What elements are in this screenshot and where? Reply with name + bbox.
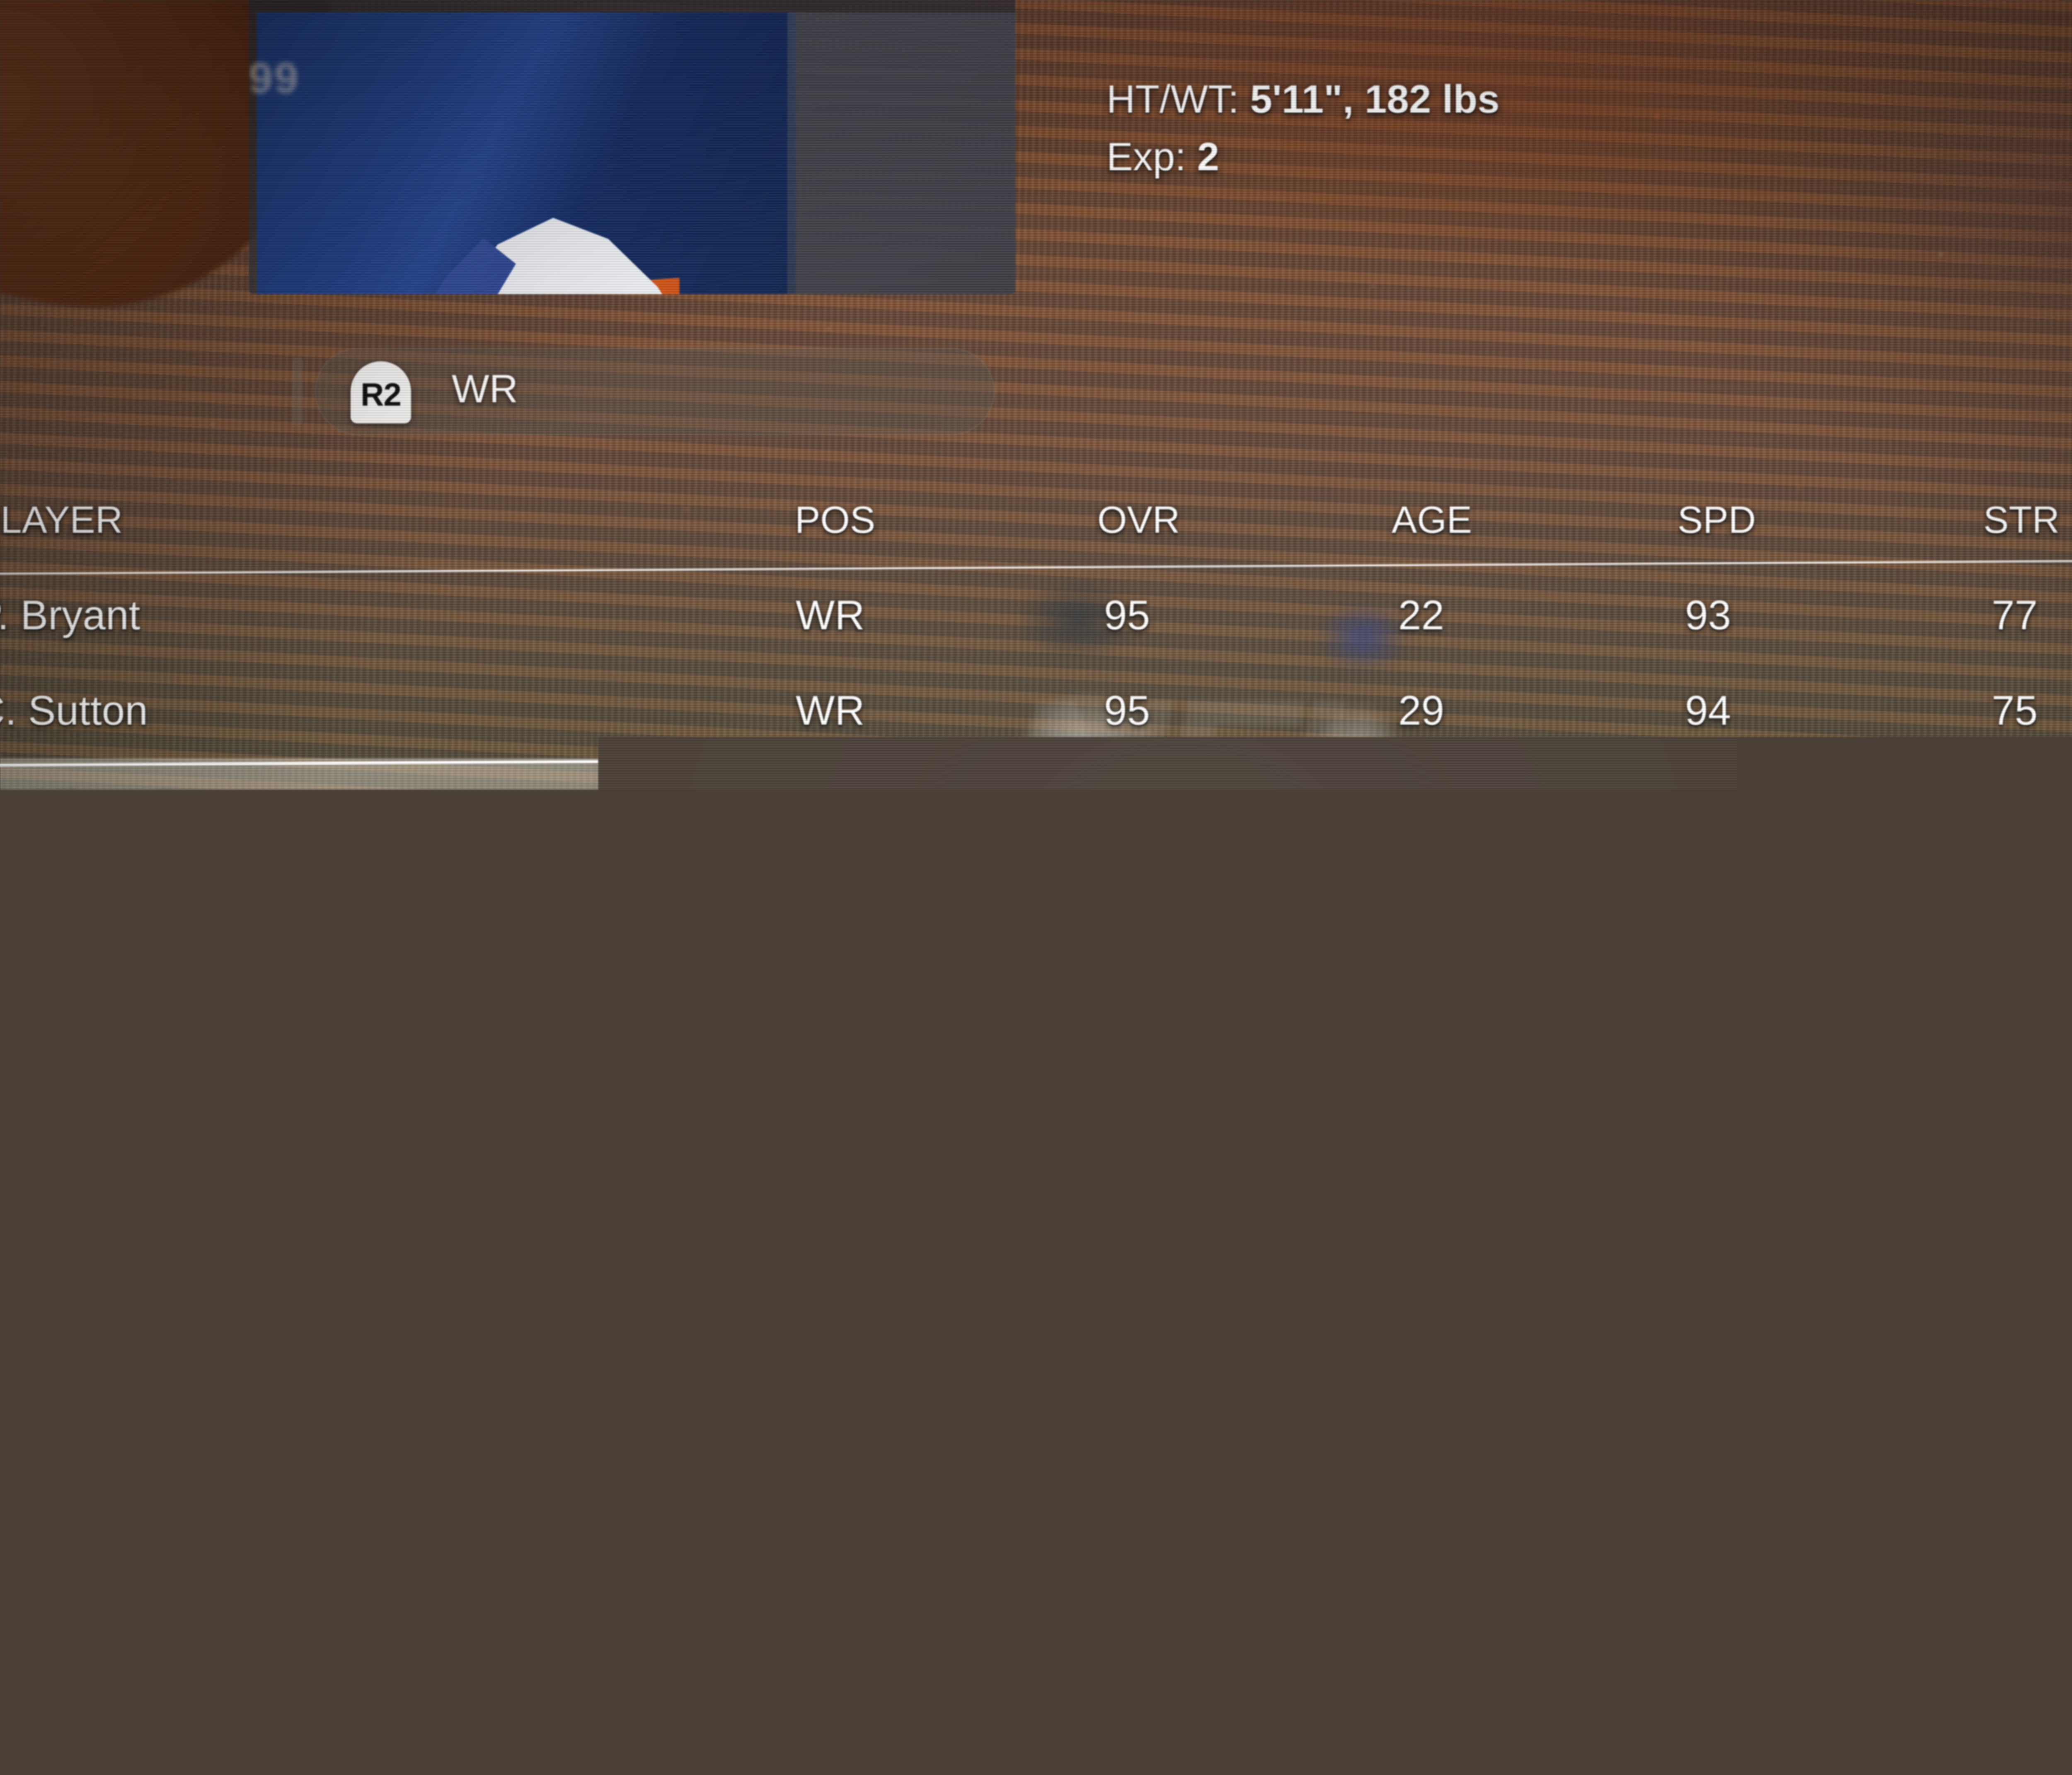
table-row[interactable]: E. Engram TE 93 30 95 71 [0, 1206, 2072, 1301]
cell-str: 69 [1968, 1516, 2072, 1563]
player-name-title: MIMS JR [725, 0, 1197, 75]
cell-age: 30 [1380, 1230, 1670, 1277]
htwt-value: 5'11", 182 lbs [1250, 77, 1500, 121]
cell-pos: WR [787, 1420, 1090, 1468]
cell-ovr: 85 [1090, 1516, 1380, 1563]
column-header-str: STR [1968, 498, 2072, 542]
cell-str: 77 [1968, 592, 2072, 639]
position-filter-tab[interactable]: R2 WR [315, 348, 995, 435]
cell-str: 81 [1968, 973, 2072, 1021]
r2-trigger-button-icon[interactable]: R2 [351, 361, 411, 423]
table-row[interactable]: C. Sutton WR 95 29 94 75 [0, 663, 2072, 758]
column-header-spd: SPD [1670, 498, 1968, 542]
table-row-selected[interactable]: M. Mims Jr WR 93 23 95 61 [0, 758, 2072, 854]
cell-age: 23 [1380, 782, 1670, 830]
cell-ovr: 93 [1090, 1230, 1380, 1277]
table-row[interactable]: S. Holmes WR 86 32 87 52 [0, 1396, 2072, 1492]
cell-pos: WR [787, 1516, 1090, 1563]
exp-label: Exp: [1106, 135, 1186, 179]
cell-spd: 91 [1670, 878, 1968, 925]
cell-str: 52 [1968, 1420, 2072, 1468]
cell-ovr: 92 [1090, 973, 1380, 1021]
player-htwt-line: HT/WT: 5'11", 182 lbs [1106, 70, 1500, 128]
position-filter-label: WR [452, 366, 518, 412]
cell-spd: 95 [1670, 782, 1968, 830]
table-row[interactable]: T. Franklin WR 93 22 91 62 [0, 854, 2072, 949]
exp-value: 2 [1197, 135, 1219, 179]
cell-str: 58 [1968, 1611, 2072, 1659]
cell-spd: 95 [1670, 1230, 1968, 1277]
cell-player: M. Mims Jr [0, 782, 787, 830]
cell-spd: 90 [1670, 973, 1968, 1021]
cell-age: 22 [1380, 878, 1670, 925]
table-header-row: PLAYER POS OVR AGE SPD STR [0, 472, 2072, 568]
cell-pos: WR [787, 782, 1090, 830]
cell-pos: TE [787, 1230, 1090, 1277]
cell-ovr: 69 [1090, 1611, 1380, 1659]
cell-player: E. Engram [0, 1230, 787, 1277]
cell-player: S. Holmes [0, 1420, 787, 1468]
column-header-age: AGE [1380, 498, 1670, 542]
cell-age: 37 [1380, 973, 1670, 1021]
cell-ovr: 93 [1090, 878, 1380, 925]
cell-player: C. Sutton [0, 687, 787, 735]
roster-table: PLAYER POS OVR AGE SPD STR P. Bryant WR … [0, 472, 2072, 1682]
player-attributes: HT/WT: 5'11", 182 lbs Exp: 2 [1106, 70, 1500, 186]
roster-group-gap [0, 1044, 2072, 1206]
cell-age: 29 [1380, 1516, 1670, 1563]
team-logo-panel [257, 12, 796, 294]
cell-player: C. Bailey [0, 1611, 787, 1659]
player-exp-line: Exp: 2 [1106, 128, 1500, 186]
r2-button-label: R2 [361, 376, 401, 423]
cell-age: 22 [1380, 592, 1670, 639]
cell-pos: TE [787, 1325, 1090, 1373]
table-row[interactable]: F. Biletnikoff WR 85 29 88 69 [0, 1492, 2072, 1587]
column-header-player: PLAYER [0, 498, 787, 542]
column-header-ovr: OVR [1090, 498, 1380, 542]
cell-spd: 95 [1670, 1611, 1968, 1659]
cell-spd: 88 [1670, 1516, 1968, 1563]
cell-spd: 91 [1670, 1325, 1968, 1373]
htwt-label: HT/WT: [1106, 77, 1239, 121]
cell-player: V. Davis [0, 1325, 787, 1373]
cell-spd: 87 [1670, 1420, 1968, 1468]
cell-age: 38 [1380, 1611, 1670, 1659]
cell-pos: WR [787, 973, 1090, 1021]
cell-ovr: 92 [1090, 1325, 1380, 1373]
cell-player: P. Bryant [0, 592, 787, 639]
cell-ovr: 95 [1090, 592, 1380, 639]
cell-age: 32 [1380, 1420, 1670, 1468]
table-row[interactable]: V. Davis TE 92 41 91 83 [0, 1301, 2072, 1396]
column-header-pos: POS [787, 498, 1090, 542]
cell-player: T. Franklin [0, 878, 787, 925]
table-row[interactable]: P. Bryant WR 95 22 93 77 [0, 568, 2072, 663]
tab-left-edge-marker [292, 357, 303, 426]
cell-pos: WR [787, 592, 1090, 639]
cell-player: F. Biletnikoff [0, 1516, 787, 1563]
obscured-card-text: 99 [249, 54, 300, 103]
cell-ovr: 86 [1090, 1420, 1380, 1468]
cell-age: 41 [1380, 1325, 1670, 1373]
cell-spd: 93 [1670, 592, 1968, 639]
cell-player: B. Marshall [0, 973, 787, 1021]
cell-str: 61 [1968, 782, 2072, 830]
cell-spd: 94 [1670, 687, 1968, 735]
cell-ovr: 95 [1090, 687, 1380, 735]
table-row[interactable]: B. Marshall WR 92 37 90 81 [0, 949, 2072, 1044]
cell-pos: WR [787, 687, 1090, 735]
cell-pos: CB [787, 1611, 1090, 1659]
cell-str: 62 [1968, 878, 2072, 925]
cell-ovr: 93 [1090, 782, 1380, 830]
cell-str: 71 [1968, 1230, 2072, 1277]
cell-str: 75 [1968, 687, 2072, 735]
cell-age: 29 [1380, 687, 1670, 735]
cell-pos: WR [787, 878, 1090, 925]
table-row[interactable]: C. Bailey CB 69 38 95 58 [0, 1587, 2072, 1682]
position-filter-pill[interactable] [315, 348, 995, 435]
cell-str: 83 [1968, 1325, 2072, 1373]
